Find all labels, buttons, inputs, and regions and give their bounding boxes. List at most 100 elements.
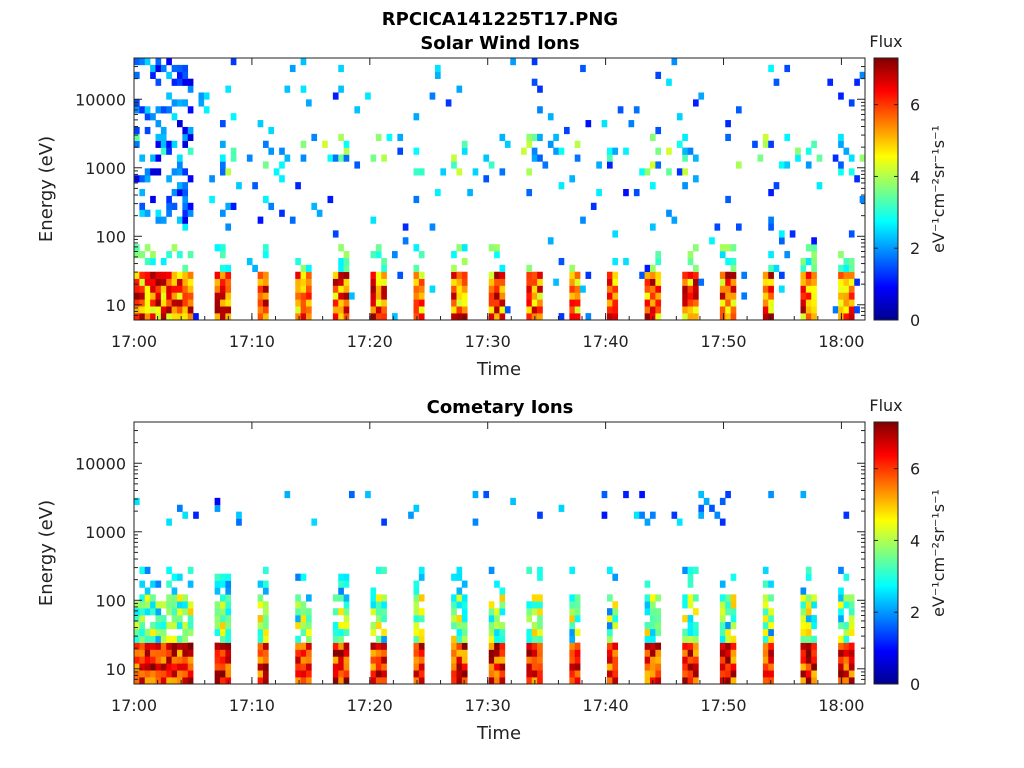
heatmap-cell: [381, 292, 387, 300]
heatmap-cell: [693, 677, 699, 685]
heatmap-cell: [370, 306, 377, 314]
heatmap-cell: [139, 106, 146, 114]
heatmap-cell: [370, 313, 377, 321]
heatmap-cell: [762, 285, 769, 293]
heatmap-cell: [537, 594, 543, 602]
heatmap-cell: [607, 594, 613, 602]
heatmap-cell: [843, 573, 850, 581]
heatmap-cell: [225, 601, 232, 609]
heatmap-cell: [177, 189, 183, 197]
heatmap-cell: [338, 656, 344, 664]
heatmap-cell: [531, 306, 538, 314]
heatmap-cell: [612, 313, 619, 321]
heatmap-cell: [762, 313, 769, 321]
heatmap-cell: [257, 677, 264, 685]
heatmap-cell: [300, 306, 307, 314]
colorbar-tick-label: 2: [910, 603, 920, 622]
heatmap-cell: [526, 189, 533, 197]
heatmap-cell: [155, 209, 162, 217]
heatmap-cell: [655, 292, 662, 300]
heatmap-cell: [488, 608, 495, 616]
heatmap-cell: [762, 656, 769, 664]
heatmap-cell: [461, 608, 468, 616]
heatmap-cell: [531, 635, 538, 643]
heatmap-cell: [429, 285, 436, 293]
heatmap-cell: [752, 140, 758, 148]
heatmap-cell: [225, 202, 232, 210]
heatmap-cell: [569, 175, 576, 183]
heatmap-cell: [332, 230, 339, 238]
heatmap-cell: [220, 285, 226, 293]
heatmap-cell: [225, 85, 232, 93]
heatmap-cell: [714, 223, 721, 231]
heatmap-cell: [150, 594, 156, 602]
heatmap-cell: [279, 147, 285, 155]
colorbar-unit: eV⁻¹cm⁻²sr⁻¹s⁻¹: [929, 125, 948, 253]
heatmap-cell: [569, 271, 576, 279]
heatmap-cell: [375, 271, 382, 279]
heatmap-cell: [338, 677, 344, 685]
heatmap-cell: [263, 278, 269, 286]
heatmap-cell: [504, 140, 511, 148]
heatmap-cell: [187, 608, 194, 616]
heatmap-cell: [488, 628, 495, 637]
heatmap-cell: [187, 306, 194, 314]
heatmap-cell: [682, 313, 688, 321]
heatmap-cell: [349, 292, 355, 300]
heatmap-cell: [263, 580, 269, 588]
heatmap-cell: [843, 306, 850, 314]
heatmap-cell: [811, 601, 817, 609]
heatmap-cell: [160, 257, 167, 266]
heatmap-cell: [300, 140, 307, 148]
heatmap-cell: [757, 154, 764, 162]
heatmap-cell: [381, 306, 387, 314]
heatmap-cell: [805, 299, 812, 307]
heatmap-cell: [295, 182, 301, 190]
heatmap-cell: [134, 278, 140, 286]
heatmap-cell: [644, 621, 651, 630]
heatmap-cell: [225, 587, 232, 595]
heatmap-cell: [257, 635, 264, 643]
heatmap-cell: [607, 154, 613, 162]
heatmap-cell: [725, 299, 731, 307]
heatmap-cell: [214, 244, 221, 252]
heatmap-cell: [488, 278, 495, 286]
heatmap-cell: [687, 656, 694, 664]
heatmap-cell: [365, 92, 371, 100]
heatmap-cell: [134, 244, 140, 252]
heatmap-cell: [569, 601, 576, 609]
heatmap-cell: [166, 580, 172, 588]
heatmap-cell: [456, 649, 463, 657]
heatmap-cell: [166, 656, 172, 664]
heatmap-cell: [166, 677, 172, 685]
heatmap-cell: [171, 594, 178, 602]
heatmap-cell: [650, 278, 656, 286]
heatmap-cell: [461, 257, 468, 266]
panel-cometary: Cometary Ions 17:00 17:10 17:20 17:30 17:40 1…: [36, 396, 948, 744]
heatmap-cell: [682, 649, 688, 657]
heatmap-cell: [155, 120, 162, 128]
heatmap-cell: [354, 161, 361, 169]
heatmap-cell: [768, 285, 774, 293]
heatmap-cell: [187, 580, 194, 588]
heatmap-cell: [306, 663, 312, 671]
heatmap-cell: [263, 313, 269, 321]
heatmap-cell: [370, 594, 377, 602]
heatmap-cell: [451, 670, 457, 678]
heatmap-cell: [187, 126, 194, 135]
heatmap-cell: [257, 594, 264, 602]
heatmap-cell: [451, 161, 457, 169]
heatmap-cell: [650, 642, 656, 650]
heatmap-cell: [607, 285, 613, 293]
heatmap-cell: [537, 278, 543, 286]
heatmap-cell: [848, 168, 855, 176]
heatmap-cell: [800, 677, 807, 685]
heatmap-cell: [144, 106, 151, 114]
heatmap-cell: [838, 140, 844, 148]
heatmap-cell: [150, 64, 156, 73]
heatmap-cell: [768, 608, 774, 616]
heatmap-cell: [332, 299, 339, 307]
heatmap-cell: [332, 594, 339, 602]
x-tick-label: 18:00: [818, 696, 864, 715]
y-tick-label: 100: [95, 591, 126, 610]
